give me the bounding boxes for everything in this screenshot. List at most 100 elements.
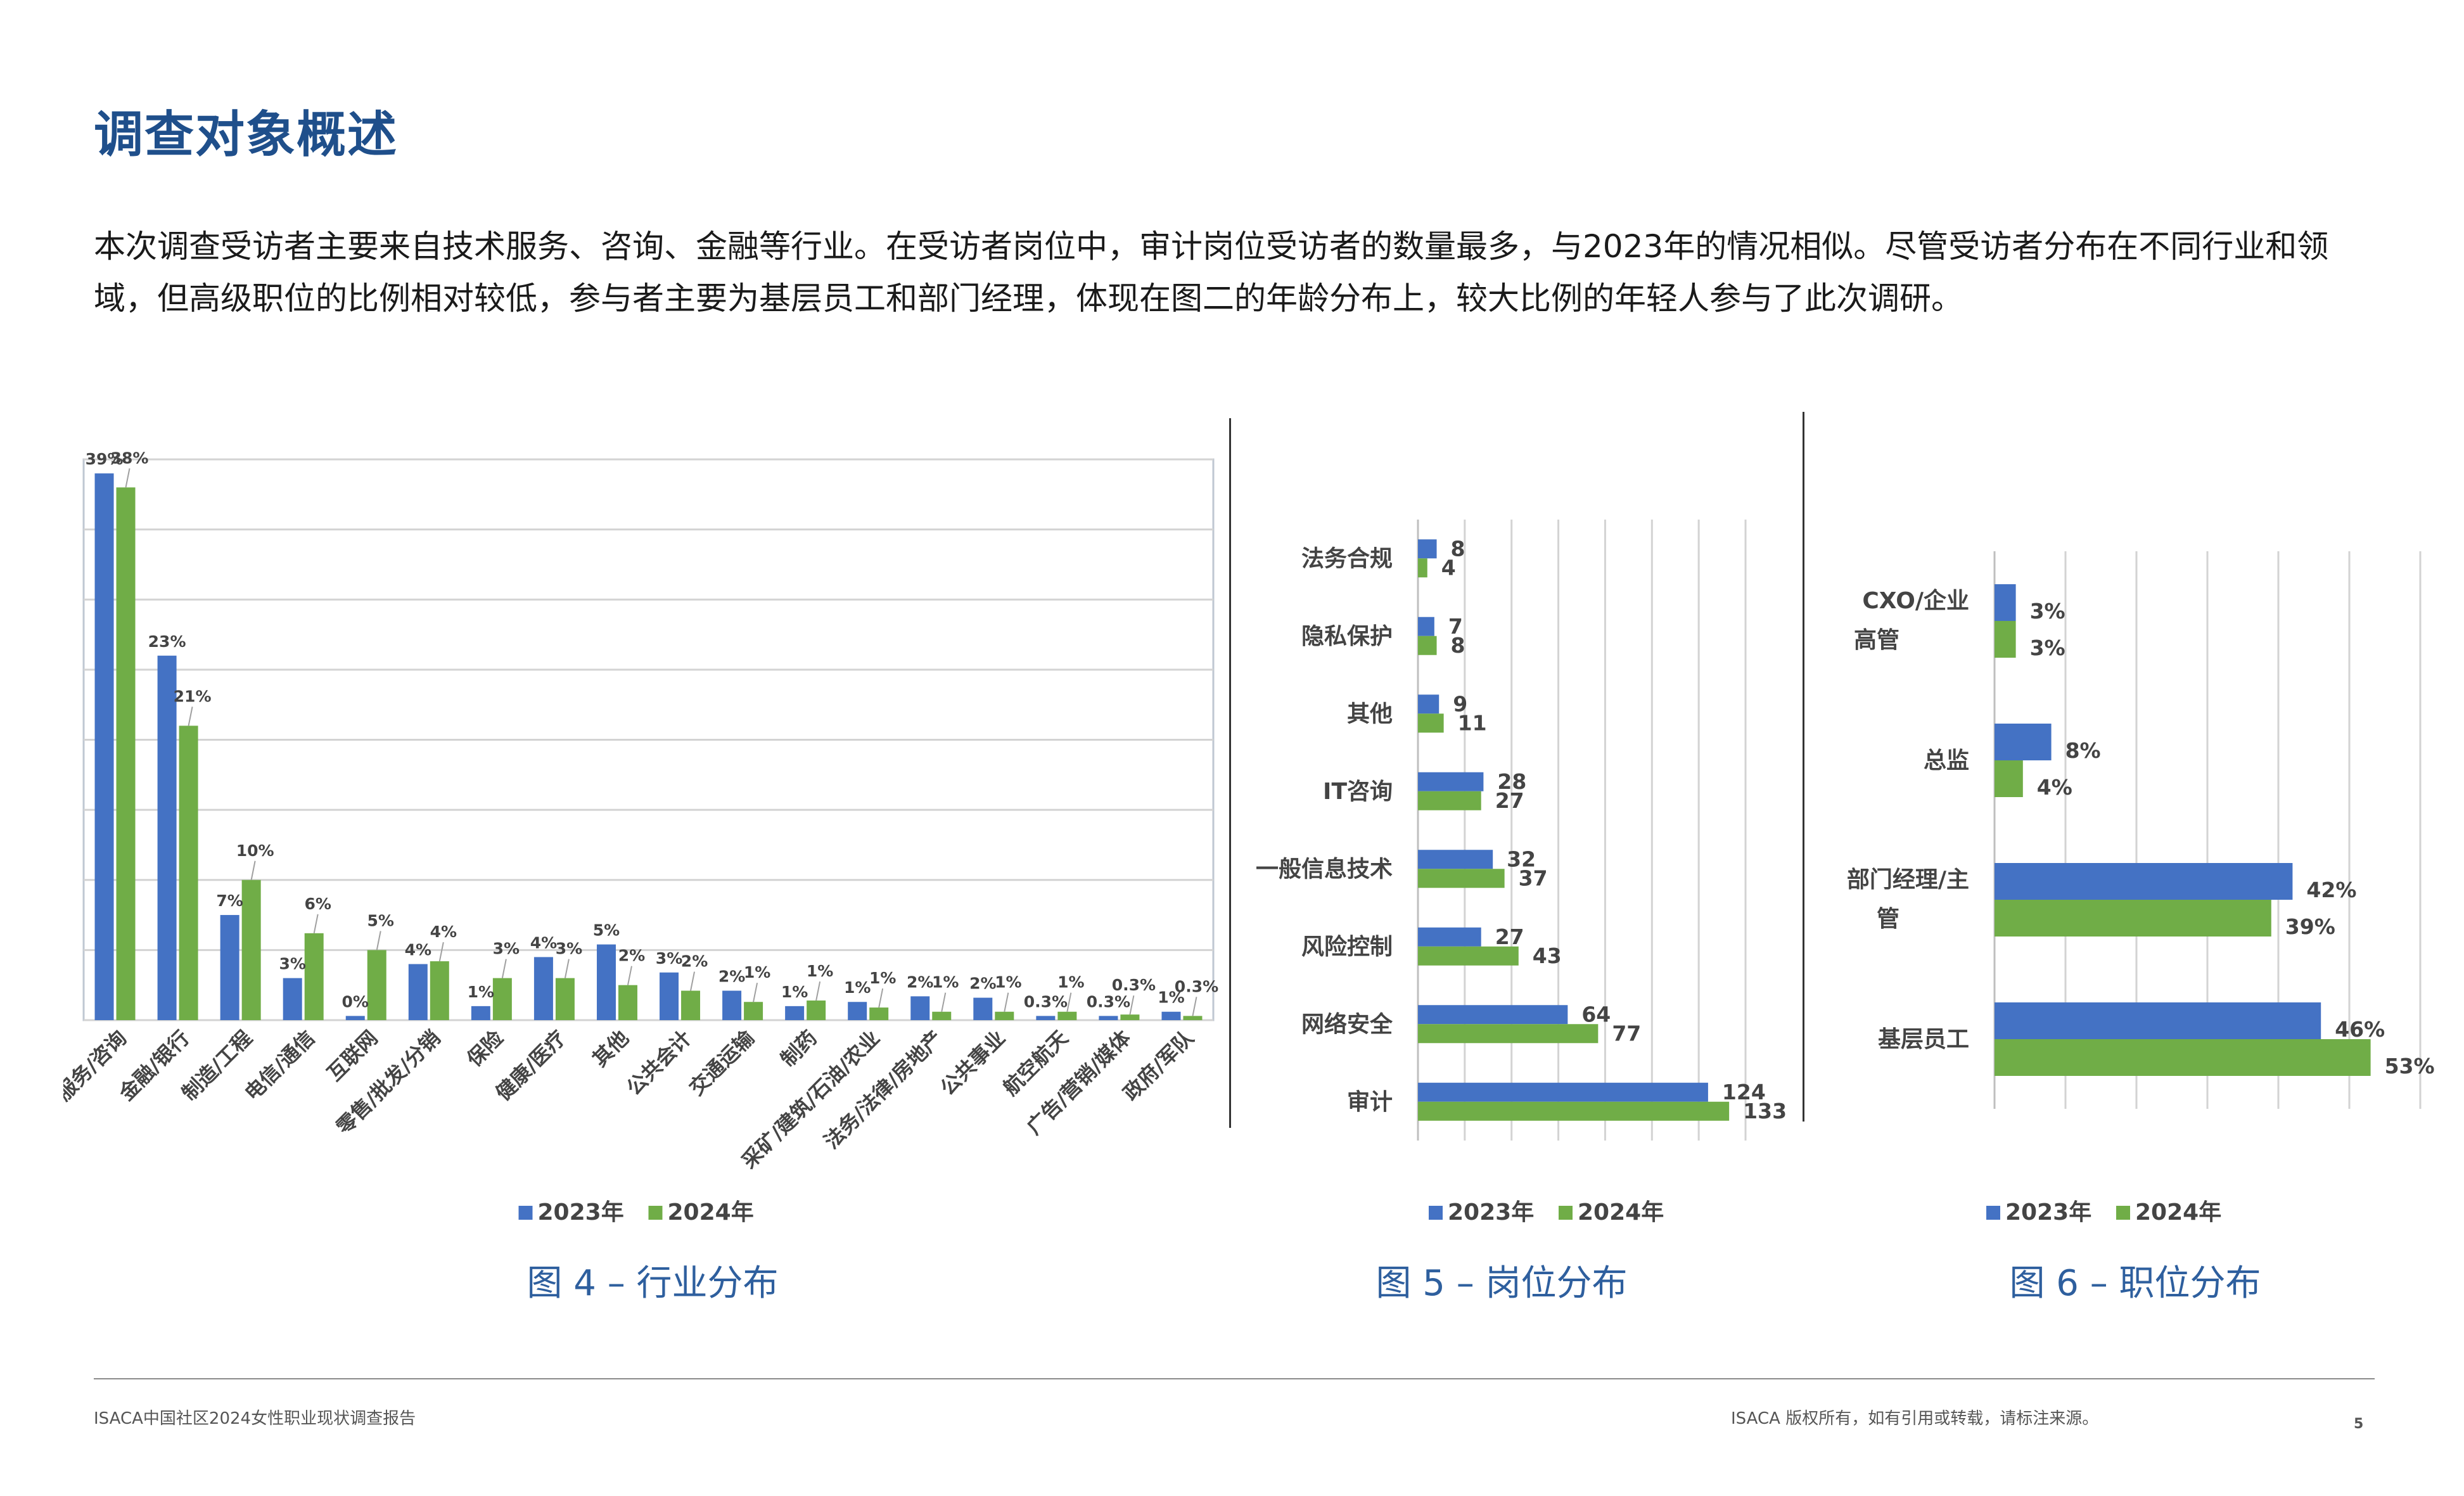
- category-tick-label: 其他: [587, 1026, 633, 1071]
- category-label: 其他: [1347, 701, 1393, 727]
- data-label-2023: 0.3%: [1087, 992, 1130, 1011]
- bar-2024: [1418, 1024, 1599, 1044]
- legend-swatch-2023: [1429, 1206, 1443, 1220]
- data-label-2023: 8: [1451, 536, 1465, 561]
- data-label-2023: 124: [1722, 1080, 1766, 1104]
- data-label-2023: 42%: [2306, 878, 2356, 902]
- data-label-2024: 3%: [2030, 636, 2065, 660]
- page-number: 5: [2354, 1416, 2364, 1432]
- bar-2023: [471, 1006, 490, 1020]
- data-label-2024: 21%: [174, 687, 212, 705]
- bar-2023: [1099, 1016, 1118, 1020]
- category-tick-label: 健康/医疗: [491, 1026, 571, 1106]
- legend-swatch-2024: [648, 1206, 663, 1220]
- category-tick-label: 交通运输: [684, 1025, 759, 1100]
- label-leader-line: [753, 983, 758, 1002]
- bar-2024: [1418, 791, 1481, 810]
- data-label-2023: 1%: [468, 983, 494, 1001]
- bar-2023: [1161, 1011, 1181, 1020]
- legend-label-2024: 2024年: [1578, 1199, 1664, 1225]
- bar-2024: [1057, 1011, 1077, 1020]
- data-label-2023: 28: [1497, 769, 1526, 794]
- bar-2024: [1418, 636, 1437, 655]
- bar-2023: [94, 473, 114, 1020]
- figure-6-caption: 图 6 – 职位分布: [2009, 1263, 2261, 1304]
- label-leader-line: [878, 988, 884, 1008]
- figure-5-caption: 图 5 – 岗位分布: [1376, 1263, 1628, 1304]
- data-label-2024: 4%: [2037, 775, 2072, 800]
- category-label: 法务合规: [1301, 546, 1393, 572]
- data-label-2023: 2%: [907, 973, 933, 991]
- bar-2023: [533, 957, 553, 1020]
- data-label-2024: 10%: [236, 841, 274, 860]
- category-tick-label: 电信/通信: [240, 1026, 320, 1106]
- bar-2023: [1418, 694, 1439, 714]
- category-label: 部门经理/主管: [1847, 867, 1969, 932]
- bar-2024: [681, 990, 701, 1020]
- data-label-2024: 2%: [618, 947, 645, 965]
- category-label: CXO/企业高管: [1854, 587, 1969, 653]
- figure-4-caption: 图 4 – 行业分布: [527, 1263, 779, 1304]
- data-label-2024: 1%: [869, 969, 896, 987]
- footer-report-title: ISACA中国社区2024女性职业现状调查报告: [94, 1409, 416, 1428]
- label-leader-line: [188, 706, 193, 726]
- data-label-2024: 1%: [932, 973, 959, 992]
- data-label-2023: 32: [1507, 847, 1536, 871]
- legend-swatch-2024: [2116, 1206, 2130, 1220]
- category-label: 总监: [1924, 748, 1969, 774]
- bar-2023: [910, 996, 930, 1020]
- label-leader-line: [1004, 992, 1009, 1012]
- category-tick-label: 技术服务/咨询: [63, 1026, 131, 1134]
- bar-2024: [1418, 946, 1519, 966]
- legend-swatch-2024: [1559, 1206, 1573, 1220]
- data-label-2024: 0.3%: [1112, 976, 1156, 994]
- category-tick-label: 制药: [776, 1026, 822, 1071]
- category-label: 一般信息技术: [1256, 856, 1393, 882]
- category-tick-label: 公共事业: [936, 1026, 1010, 1100]
- intro-paragraph: 本次调查受访者主要来自技术服务、咨询、金融等行业。在受访者岗位中，审计岗位受访者…: [94, 228, 2329, 317]
- data-label-2024: 43: [1533, 943, 1562, 968]
- bar-2023: [722, 990, 742, 1020]
- data-label-2023: 5%: [593, 921, 620, 940]
- bar-2024: [492, 978, 512, 1020]
- data-label-2023: 64: [1581, 1002, 1611, 1026]
- data-label-2023: 39%: [86, 450, 124, 468]
- data-label-2023: 7%: [216, 892, 243, 910]
- label-leader-line: [815, 981, 821, 1001]
- data-label-2024: 0.3%: [1175, 977, 1218, 995]
- bar-2024: [744, 1002, 763, 1020]
- bar-2023: [1995, 724, 2052, 760]
- chart-separator-2: [1803, 412, 1804, 1122]
- data-label-2024: 3%: [493, 940, 520, 958]
- bar-2024: [1995, 1039, 2371, 1076]
- category-label: 风险控制: [1301, 934, 1393, 960]
- data-label-2024: 1%: [744, 963, 770, 981]
- legend-label-2024: 2024年: [2135, 1199, 2221, 1225]
- bar-2024: [807, 1001, 826, 1020]
- category-tick-label: 互联网: [322, 1026, 383, 1086]
- data-label-2024: 1%: [807, 962, 833, 980]
- bar-2023: [973, 997, 993, 1020]
- bar-2024: [367, 950, 386, 1020]
- bar-2024: [1418, 1101, 1730, 1121]
- category-label: 网络安全: [1301, 1011, 1393, 1037]
- data-label-2023: 2%: [718, 968, 745, 986]
- bar-2023: [1995, 584, 2016, 621]
- data-label-2024: 2%: [681, 952, 708, 971]
- bar-2024: [869, 1007, 889, 1020]
- bar-2024: [241, 879, 261, 1020]
- bar-2023: [1418, 850, 1493, 869]
- data-label-2023: 3%: [656, 949, 682, 968]
- bar-2023: [220, 915, 239, 1020]
- data-label-2023: 1%: [781, 983, 808, 1001]
- category-label: 基层员工: [1878, 1026, 1969, 1052]
- bar-2024: [618, 985, 637, 1020]
- chart-separator-1: [1229, 418, 1231, 1128]
- bar-2023: [1995, 863, 2293, 900]
- data-label-2023: 8%: [2065, 738, 2101, 763]
- data-label-2023: 23%: [148, 632, 186, 651]
- data-label-2023: 1%: [844, 978, 871, 997]
- data-label-2024: 133: [1743, 1099, 1787, 1123]
- data-label-2024: 11: [1458, 710, 1487, 735]
- data-label-2024: 4: [1441, 555, 1456, 580]
